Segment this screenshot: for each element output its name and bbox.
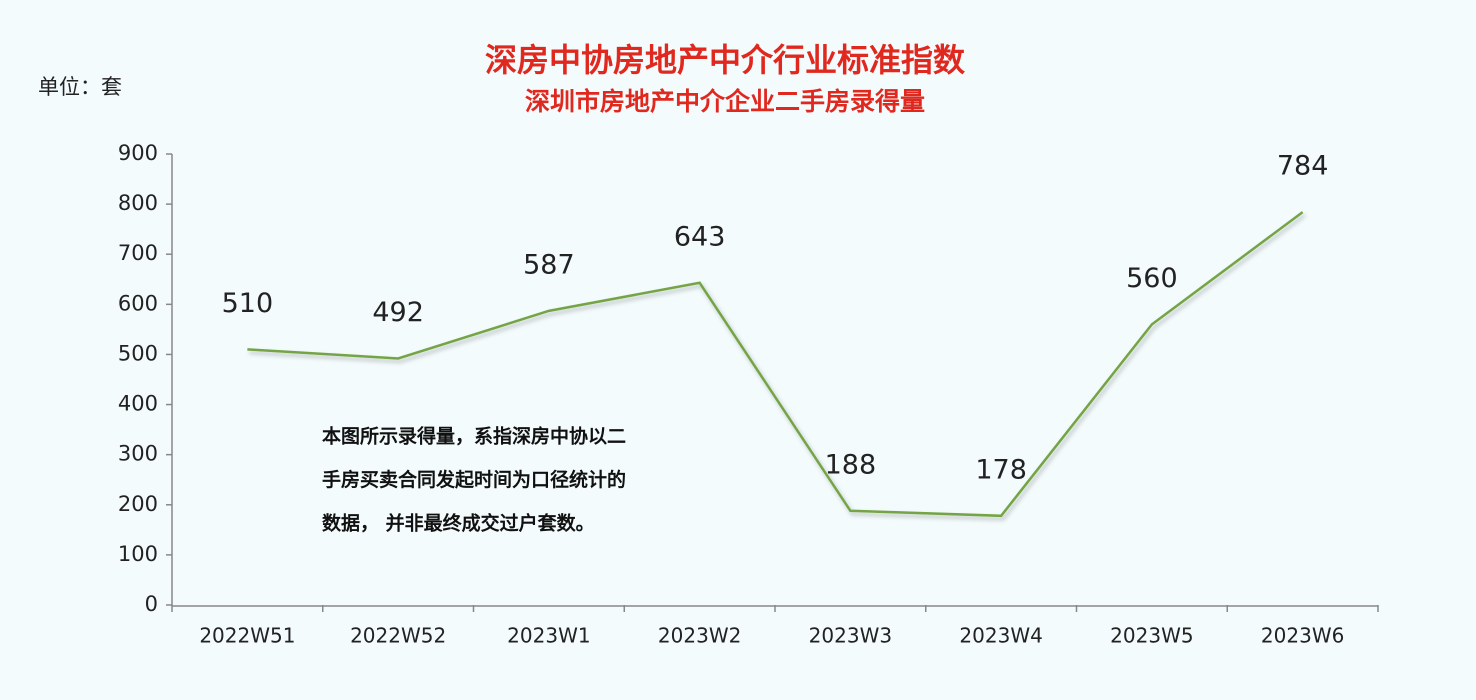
y-tick-label: 100 [118,542,158,566]
x-tick-label: 2023W6 [1261,624,1344,648]
y-tick-label: 900 [118,141,158,165]
chart-title: 深房中协房地产中介行业标准指数 [485,41,966,79]
annotation: 手房买卖合同发起时间为口径统计的 [322,468,626,491]
data-label: 510 [222,288,274,319]
y-tick-label: 200 [118,492,158,516]
y-tick-label: 300 [118,442,158,466]
data-label: 178 [975,454,1027,485]
data-label: 587 [523,249,575,280]
x-tick-label: 2023W4 [959,624,1042,648]
x-tick-label: 2023W1 [507,624,590,648]
data-label: 643 [674,221,726,252]
unit-label: 单位：套 [38,75,122,99]
data-label: 492 [372,297,424,328]
y-tick-label: 700 [118,241,158,265]
y-tick-label: 600 [118,291,158,315]
x-tick-label: 2023W3 [809,624,892,648]
data-label: 188 [825,449,877,480]
annotation: 数据， 并非最终成交过户套数。 [322,512,595,535]
y-tick-label: 800 [118,191,158,215]
chart-subtitle: 深圳市房地产中介企业二手房录得量 [525,87,925,116]
y-tick-label: 400 [118,392,158,416]
x-tick-label: 2023W5 [1110,624,1193,648]
x-tick-label: 2022W51 [199,624,295,648]
y-tick-label: 0 [145,592,158,616]
data-line [247,211,1304,518]
data-label: 560 [1126,263,1178,294]
x-tick-label: 2023W2 [658,624,741,648]
data-label: 784 [1277,151,1329,182]
y-tick-label: 500 [118,341,158,365]
annotation: 本图所示录得量，系指深房中协以二 [322,425,626,448]
x-tick-label: 2022W52 [350,624,446,648]
